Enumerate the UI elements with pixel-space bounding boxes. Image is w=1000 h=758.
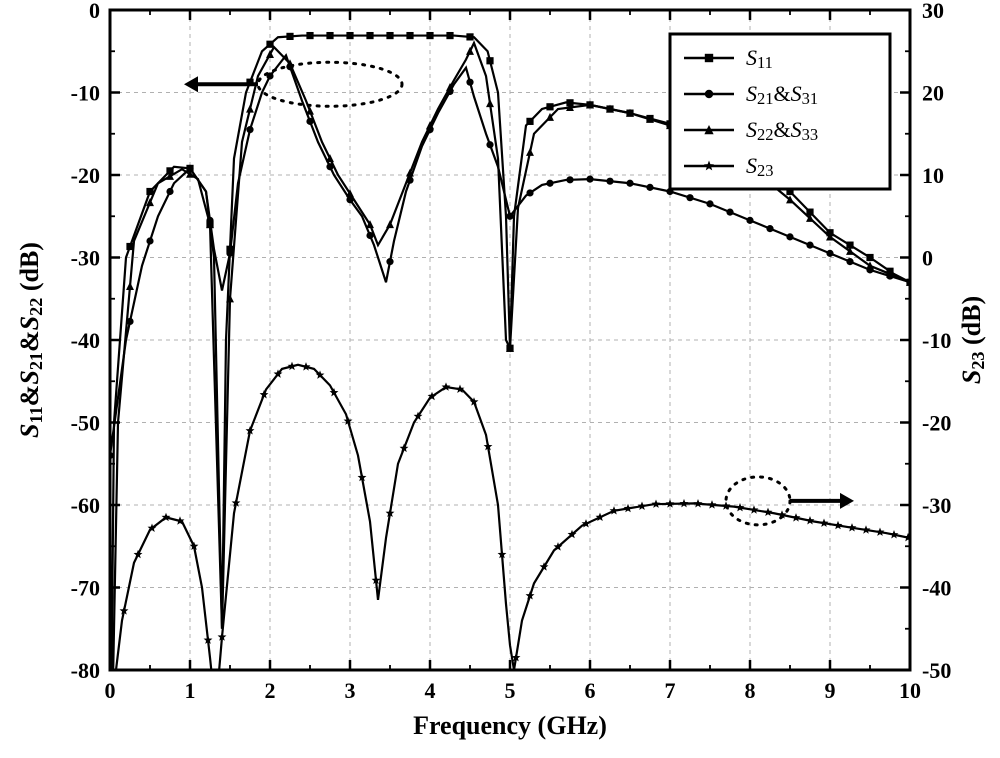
yl-tick-label: -40 bbox=[71, 328, 100, 353]
yr-tick-label: 10 bbox=[922, 163, 944, 188]
yl-tick-label: -30 bbox=[71, 246, 100, 271]
x-tick-label: 8 bbox=[745, 678, 756, 703]
yl-tick-label: 0 bbox=[89, 0, 100, 23]
chart-container: 0 1 2 3 4 5 6 7 8 9 10 -80 -70 -60 -50 -40 -30 -20 -10 0 -50… bbox=[0, 0, 1000, 758]
yl-tick-label: -70 bbox=[71, 576, 100, 601]
yr-tick-label: 0 bbox=[922, 246, 933, 271]
x-tick-label: 4 bbox=[425, 678, 436, 703]
yr-tick-label: 30 bbox=[922, 0, 944, 23]
yr-tick-label: -50 bbox=[922, 658, 951, 683]
x-axis-label: Frequency (GHz) bbox=[413, 711, 607, 740]
x-tick-label: 6 bbox=[585, 678, 596, 703]
yl-tick-label: -80 bbox=[71, 658, 100, 683]
x-tick-label: 9 bbox=[825, 678, 836, 703]
x-tick-label: 7 bbox=[665, 678, 676, 703]
x-tick-label: 1 bbox=[185, 678, 196, 703]
x-tick-label: 5 bbox=[505, 678, 516, 703]
legend: S11S21&S31S22&S33S23 bbox=[670, 34, 890, 189]
y-right-axis-label: S23 (dB) bbox=[957, 296, 988, 384]
x-tick-label: 3 bbox=[345, 678, 356, 703]
yr-tick-label: -40 bbox=[922, 576, 951, 601]
yr-tick-label: 20 bbox=[922, 81, 944, 106]
yr-tick-label: -20 bbox=[922, 411, 951, 436]
yr-tick-label: -30 bbox=[922, 493, 951, 518]
x-tick-label: 10 bbox=[899, 678, 921, 703]
x-tick-label: 2 bbox=[265, 678, 276, 703]
chart-svg: 0 1 2 3 4 5 6 7 8 9 10 -80 -70 -60 -50 -40 -30 -20 -10 0 -50… bbox=[0, 0, 1000, 758]
yl-tick-label: -20 bbox=[71, 163, 100, 188]
yl-tick-label: -10 bbox=[71, 81, 100, 106]
x-tick-label: 0 bbox=[105, 678, 116, 703]
yl-tick-label: -50 bbox=[71, 411, 100, 436]
yr-tick-label: -10 bbox=[922, 328, 951, 353]
yl-tick-label: -60 bbox=[71, 493, 100, 518]
